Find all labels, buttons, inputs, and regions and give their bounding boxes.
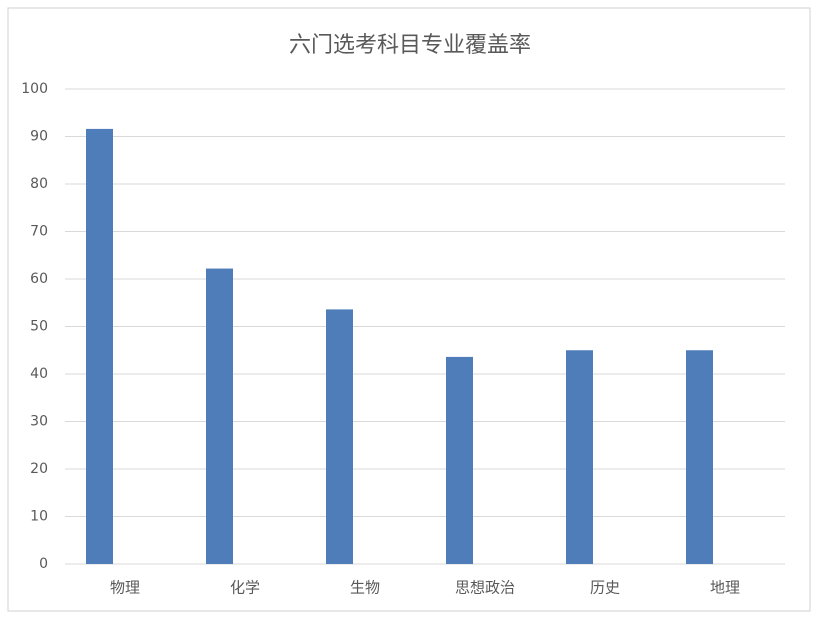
x-tick-label: 化学: [230, 579, 260, 597]
x-tick-label: 物理: [110, 579, 140, 597]
y-tick-label: 50: [30, 319, 48, 335]
x-tick-label: 历史: [590, 579, 620, 597]
chart-frame: [7, 7, 811, 612]
bar: [566, 350, 593, 564]
y-tick-label: 100: [21, 81, 48, 97]
y-tick-label: 20: [30, 461, 48, 477]
bar: [206, 268, 233, 564]
y-tick-label: 60: [30, 271, 48, 287]
y-tick-label: 10: [30, 509, 48, 525]
bar: [686, 350, 713, 564]
bar: [446, 356, 473, 564]
x-tick-label: 思想政治: [455, 579, 515, 597]
y-tick-label: 80: [30, 176, 48, 192]
x-tick-label: 生物: [350, 579, 380, 597]
y-tick-label: 70: [30, 224, 48, 240]
y-tick-label: 0: [39, 556, 48, 572]
x-tick-label: 地理: [710, 579, 740, 597]
y-tick-label: 30: [30, 414, 48, 430]
bar: [86, 128, 113, 564]
y-tick-label: 90: [30, 129, 48, 145]
chart-title: 六门选考科目专业覆盖率: [289, 33, 531, 58]
bar: [326, 309, 353, 564]
y-tick-label: 40: [30, 366, 48, 382]
